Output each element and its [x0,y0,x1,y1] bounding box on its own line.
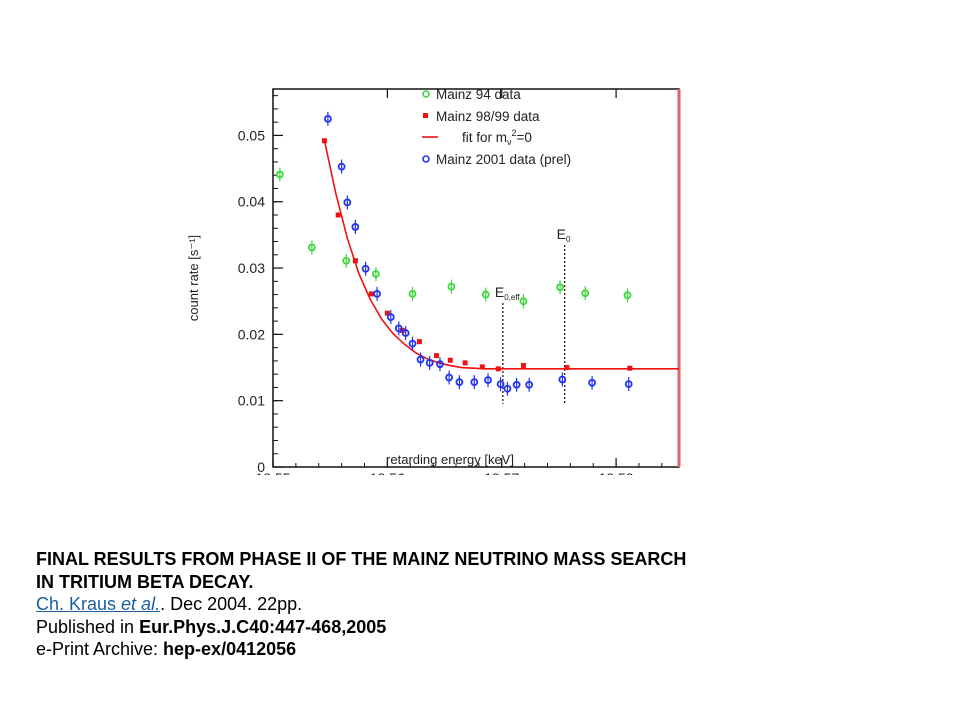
legend-marker [422,90,430,98]
data-point-mainz-94 [623,291,632,300]
x-tick-label: 18.56 [370,470,405,475]
legend-label: Mainz 2001 data (prel) [436,152,571,167]
journal-reference: Eur.Phys.J.C40:447-468,2005 [139,616,387,637]
data-point-mainz-98-99 [368,291,374,297]
data-point-mainz-98-99 [384,310,390,316]
y-tick-label: 0.03 [238,260,265,276]
data-point-mainz-2001 [436,360,444,369]
legend-marker [423,113,428,118]
y-axis-label: count rate [s⁻¹] [186,235,201,321]
data-point-mainz-2001 [337,162,346,171]
data-point-mainz-2001 [496,380,505,389]
data-point-mainz-94 [408,290,417,298]
caption-block: FINAL RESULTS FROM PHASE II OF THE MAINZ… [36,548,936,661]
data-point-mainz-2001 [401,329,410,337]
x-tick-label: 18.58 [599,470,634,475]
published-line: Published in Eur.Phys.J.C40:447-468,2005 [36,616,936,639]
data-point-mainz-98-99 [520,363,526,369]
legend-label: Mainz 94 data [436,87,521,102]
data-point-mainz-2001 [323,114,332,123]
data-point-mainz-98-99 [495,366,501,372]
legend-label: fit for mν2=0 [462,128,532,147]
data-point-mainz-2001 [351,223,360,231]
data-point-mainz-2001 [512,380,521,389]
data-point-mainz-94 [447,282,456,291]
data-point-mainz-94 [275,170,284,179]
chart: 18.55 18.56 18.57 18.58 0 0.01 0.02 0.03 0.04 0.0… [186,87,681,475]
data-point-mainz-98-99 [627,365,633,371]
data-point-mainz-94 [556,283,564,292]
data-point-mainz-2001 [525,380,534,389]
y-tick-label: 0.05 [238,127,265,143]
author-link-etal: et al. [121,594,161,614]
data-point-mainz-2001 [416,355,425,364]
data-point-mainz-98-99 [321,138,327,144]
x-tick-label: 18.55 [255,470,290,475]
data-point-mainz-2001 [425,358,434,367]
published-prefix: Published in [36,616,140,637]
x-tick-label: 18.57 [484,470,519,475]
plot-frame [272,88,680,468]
data-point-mainz-98-99 [416,339,422,345]
data-point-mainz-2001 [445,373,454,382]
data-point-mainz-94 [519,297,528,306]
data-point-mainz-2001 [386,313,395,322]
data-point-mainz-94 [581,289,590,298]
y-tick-label: 0.04 [238,194,265,210]
data-point-mainz-94 [372,270,380,278]
data-point-mainz-94 [307,243,316,252]
data-point-mainz-94 [342,256,351,265]
author-link-name: Ch. Kraus [36,594,122,614]
data-point-mainz-98-99 [434,353,440,359]
data-point-mainz-2001 [394,324,403,333]
data-point-mainz-98-99 [564,365,570,371]
data-point-mainz-98-99 [479,364,485,370]
authors-line: Ch. Kraus et al.. Dec 2004. 22pp. [36,593,936,616]
data-point-mainz-2001 [624,380,633,389]
y-tick-label: 0 [257,459,265,475]
data-point-mainz-2001 [343,198,352,207]
data-point-mainz-2001 [588,378,596,387]
legend-label: Mainz 98/99 data [436,109,540,124]
paper-title-line-1: FINAL RESULTS FROM PHASE II OF THE MAINZ… [36,549,687,569]
author-date: . Dec 2004. 22pp. [160,594,303,614]
data-point-mainz-2001 [408,339,417,348]
author-link[interactable]: Ch. Kraus et al. [36,594,160,614]
eprint-id: hep-ex/0412056 [163,639,297,659]
paper-title-line-2: IN TRITIUM BETA DECAY. [36,571,254,592]
eprint-prefix: e-Print Archive: [36,639,164,659]
data-point-mainz-2001 [470,378,479,387]
data-point-mainz-98-99 [462,360,468,366]
data-point-mainz-94 [481,290,490,299]
data-point-mainz-98-99 [399,327,405,333]
legend-marker [422,155,430,163]
data-point-mainz-98-99 [335,212,341,218]
data-point-mainz-2001 [361,264,370,273]
x-axis-label: retarding energy [keV] [386,452,514,467]
data-point-mainz-2001 [558,375,567,384]
data-point-mainz-98-99 [352,258,358,264]
y-tick-label: 0.02 [238,326,265,342]
data-point-mainz-2001 [484,376,492,385]
y-tick-label: 0.01 [238,393,265,409]
data-point-mainz-2001 [373,290,381,298]
eprint-line: e-Print Archive: hep-ex/0412056 [36,638,936,661]
data-point-mainz-2001 [455,378,464,387]
data-point-mainz-2001 [503,384,512,393]
data-point-mainz-98-99 [447,357,453,363]
